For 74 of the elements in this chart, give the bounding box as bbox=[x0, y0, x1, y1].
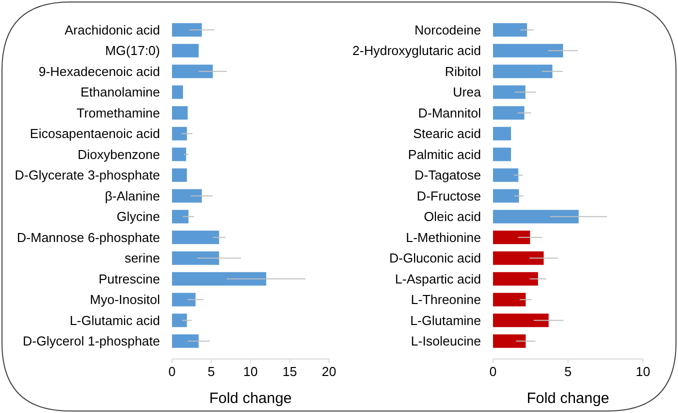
y-tick-label: Tromethamine bbox=[76, 105, 160, 120]
x-tick-label: 10 bbox=[636, 364, 650, 379]
bar bbox=[493, 314, 549, 328]
x-tick-label: 0 bbox=[168, 364, 176, 379]
bar bbox=[172, 314, 187, 328]
x-tick-label: 0 bbox=[489, 364, 497, 379]
y-tick-label: L-Isoleucine bbox=[410, 334, 481, 349]
x-tick-label: 20 bbox=[322, 364, 336, 379]
y-tick-label: Stearic acid bbox=[413, 126, 481, 142]
x-tick-label: 5 bbox=[208, 364, 215, 379]
bar bbox=[493, 210, 579, 224]
bar bbox=[172, 64, 213, 78]
bar bbox=[172, 168, 187, 182]
bar bbox=[172, 272, 266, 286]
bar bbox=[493, 230, 530, 244]
y-tick-label: L-Glutamine bbox=[410, 312, 481, 328]
bar bbox=[172, 334, 199, 348]
y-tick-label: L-Threonine bbox=[410, 292, 481, 308]
y-tick-label: Arachidonic acid bbox=[64, 22, 160, 38]
bar bbox=[172, 23, 202, 37]
y-tick-label: 2-Hydroxyglutaric acid bbox=[352, 43, 481, 58]
y-tick-label: Oleic acid bbox=[424, 209, 481, 224]
y-tick-label: D-Fructose bbox=[416, 188, 481, 204]
bar bbox=[493, 334, 526, 348]
bar bbox=[493, 106, 524, 120]
y-tick-label: L-Methionine bbox=[406, 230, 481, 245]
y-tick-label: D-Glycerate 3-phosphate bbox=[14, 168, 160, 183]
y-tick-label: D-Tagatose bbox=[414, 168, 481, 183]
y-tick-label: serine bbox=[124, 250, 160, 266]
y-tick-label: Ethanolamine bbox=[80, 84, 160, 100]
bar bbox=[493, 189, 519, 203]
bar bbox=[172, 292, 196, 306]
bar bbox=[493, 23, 528, 37]
bar bbox=[493, 168, 518, 182]
y-tick-label: L-Glutamic acid bbox=[70, 312, 160, 328]
x-tick-label: 5 bbox=[564, 364, 572, 379]
bar bbox=[172, 189, 202, 203]
x-tick-label: 10 bbox=[243, 364, 258, 379]
bar bbox=[172, 148, 186, 162]
y-tick-label: D-Glycerol 1-phosphate bbox=[22, 334, 160, 349]
y-tick-label: Norcodeine bbox=[414, 22, 481, 38]
bar bbox=[493, 292, 526, 306]
y-tick-label: Glycine bbox=[116, 209, 160, 224]
bar bbox=[172, 44, 199, 58]
y-tick-label: Myo-Inositol bbox=[90, 292, 160, 308]
x-axis-title: Fold change bbox=[526, 390, 610, 407]
y-tick-label: Putrescine bbox=[98, 271, 160, 286]
y-tick-label: Urea bbox=[452, 84, 482, 100]
y-tick-label: L-Aspartic acid bbox=[395, 271, 481, 286]
bar bbox=[493, 251, 544, 265]
y-tick-label: MG(17:0) bbox=[105, 43, 160, 58]
bar bbox=[172, 210, 188, 224]
bar bbox=[493, 85, 526, 99]
y-tick-label: Eicosapentaenoic acid bbox=[30, 126, 160, 142]
y-tick-label: Ribitol bbox=[444, 64, 482, 79]
bar bbox=[172, 106, 188, 120]
y-tick-label: Dioxybenzone bbox=[78, 146, 160, 162]
y-tick-label: β-Alanine bbox=[104, 188, 160, 204]
x-axis-title: Fold change bbox=[209, 390, 292, 407]
bar bbox=[493, 64, 552, 78]
y-tick-label: D-Mannose 6-phosphate bbox=[16, 230, 160, 245]
bar bbox=[172, 230, 220, 244]
bar bbox=[493, 126, 511, 140]
bar bbox=[172, 251, 220, 265]
y-tick-label: D-Mannitol bbox=[418, 105, 482, 120]
bar bbox=[172, 85, 183, 99]
bar bbox=[172, 126, 187, 140]
y-tick-label: Palmitic acid bbox=[408, 146, 481, 162]
bar bbox=[493, 272, 538, 286]
bar bbox=[493, 44, 564, 58]
y-tick-label: D-Gluconic acid bbox=[389, 250, 481, 266]
bar bbox=[493, 148, 511, 162]
x-tick-label: 15 bbox=[282, 364, 297, 379]
y-tick-label: 9-Hexadecenoic acid bbox=[38, 64, 160, 79]
